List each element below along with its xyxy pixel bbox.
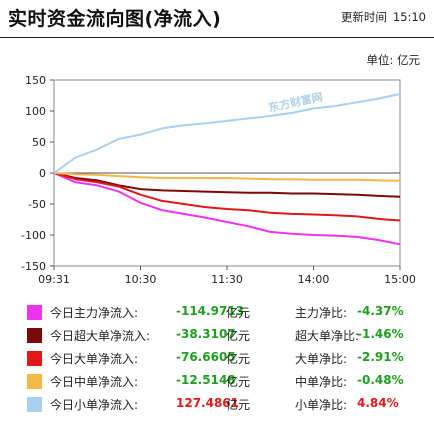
series-line-3 <box>53 172 401 182</box>
legend-value: -38.3107 <box>176 327 236 341</box>
y-tick-label: 0 <box>39 167 46 180</box>
legend-row-large: 今日大单净流入: -76.6605 亿元 大单净比: -2.91% <box>0 348 434 368</box>
series-line-1 <box>53 172 401 198</box>
ratio-value: -1.46% <box>357 327 404 341</box>
header-divider <box>0 37 434 38</box>
x-tick-label: 11:30 <box>211 273 243 286</box>
y-tick-label: -100 <box>21 229 46 242</box>
legend-swatch-small <box>27 397 42 412</box>
y-tick-label: 100 <box>25 105 46 118</box>
y-tick-label: -150 <box>21 260 46 273</box>
y-tick-label: 150 <box>25 74 46 87</box>
ratio-label: 大单净比: <box>295 352 348 366</box>
y-tick-label: -50 <box>28 198 46 211</box>
legend-value: 127.4861 <box>176 396 240 410</box>
legend-unit: 亿元 <box>226 306 251 320</box>
update-label: 更新时间 <box>340 10 387 24</box>
ratio-label: 超大单净比: <box>295 329 360 343</box>
legend-row-super: 今日超大单净流入: -38.3107 亿元 超大单净比: -1.46% <box>0 325 434 345</box>
x-tick-label: 14:00 <box>298 273 330 286</box>
update-time-label: 更新时间 15:10 <box>341 9 426 25</box>
ratio-value: -2.91% <box>357 350 404 364</box>
ratio-value: -4.37% <box>357 304 404 318</box>
legend-unit: 亿元 <box>226 398 251 412</box>
page-title: 实时资金流向图(净流入) <box>8 8 222 30</box>
legend-value: -12.5148 <box>176 373 236 387</box>
legend-value: -76.6605 <box>176 350 236 364</box>
y-tick-label: 50 <box>32 136 46 149</box>
legend-swatch-medium <box>27 374 42 389</box>
series-line-4 <box>53 93 401 174</box>
update-time: 15:10 <box>392 10 426 24</box>
unit-label: 单位: 亿元 <box>366 53 420 67</box>
legend-label: 今日小单净流入: <box>50 398 139 412</box>
x-tick-label: 10:30 <box>125 273 157 286</box>
ratio-label: 小单净比: <box>295 398 348 412</box>
legend-swatch-large <box>27 351 42 366</box>
ratio-label: 中单净比: <box>295 375 348 389</box>
legend-row-main: 今日主力净流入: -114.9713 亿元 主力净比: -4.37% <box>0 302 434 322</box>
legend-row-small: 今日小单净流入: 127.4861 亿元 小单净比: 4.84% <box>0 394 434 414</box>
series-line-0 <box>53 172 401 246</box>
legend-row-medium: 今日中单净流入: -12.5148 亿元 中单净比: -0.48% <box>0 371 434 391</box>
legend-label: 今日超大单净流入: <box>50 329 151 343</box>
legend-label: 今日主力净流入: <box>50 306 139 320</box>
x-tick-label: 15:00 <box>384 273 416 286</box>
series-line-2 <box>53 172 401 222</box>
legend-unit: 亿元 <box>226 329 251 343</box>
legend-unit: 亿元 <box>226 375 251 389</box>
legend-swatch-super <box>27 328 42 343</box>
legend-label: 今日大单净流入: <box>50 352 139 366</box>
ratio-value: -0.48% <box>357 373 404 387</box>
ratio-label: 主力净比: <box>295 306 348 320</box>
legend-swatch-main <box>27 305 42 320</box>
ratio-value: 4.84% <box>357 396 399 410</box>
legend-value: -114.9713 <box>176 304 244 318</box>
x-tick-label: 09:31 <box>38 273 70 286</box>
legend-unit: 亿元 <box>226 352 251 366</box>
legend-label: 今日中单净流入: <box>50 375 139 389</box>
